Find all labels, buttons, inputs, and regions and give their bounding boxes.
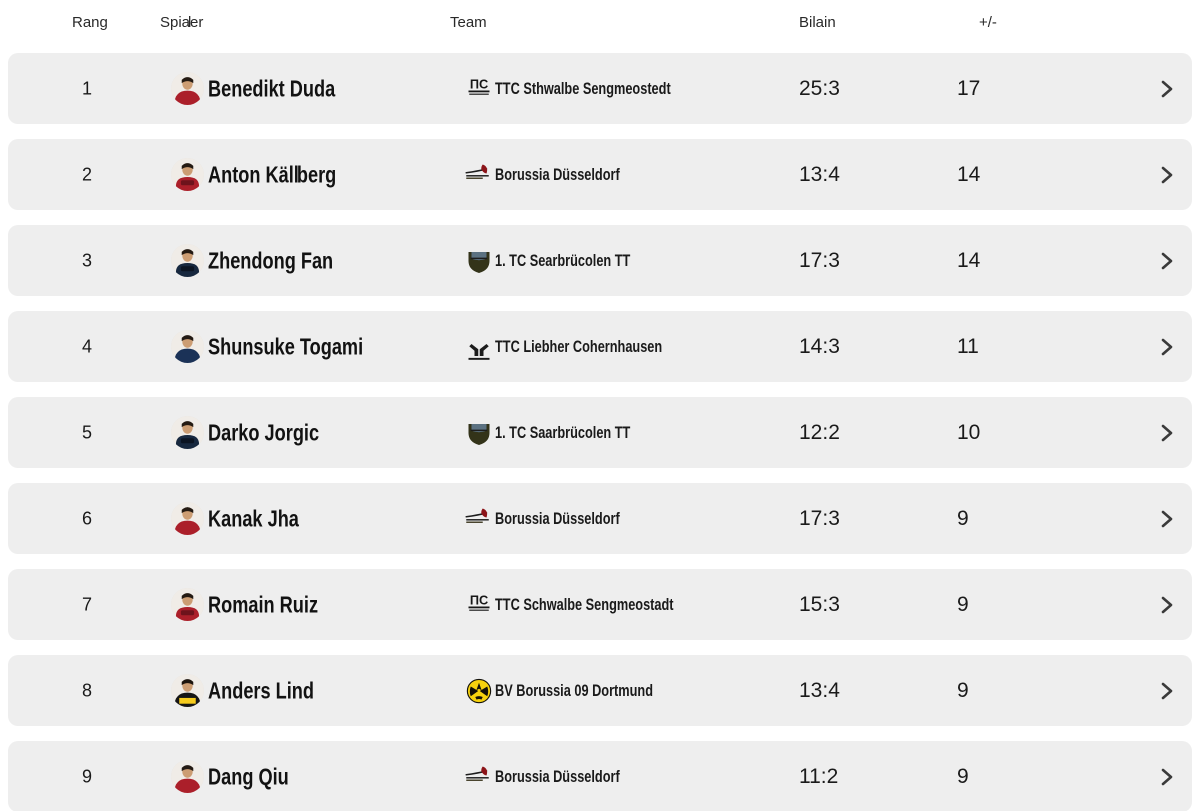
- svg-text:ПС: ПС: [470, 76, 488, 91]
- svg-text:ПС: ПС: [470, 592, 488, 607]
